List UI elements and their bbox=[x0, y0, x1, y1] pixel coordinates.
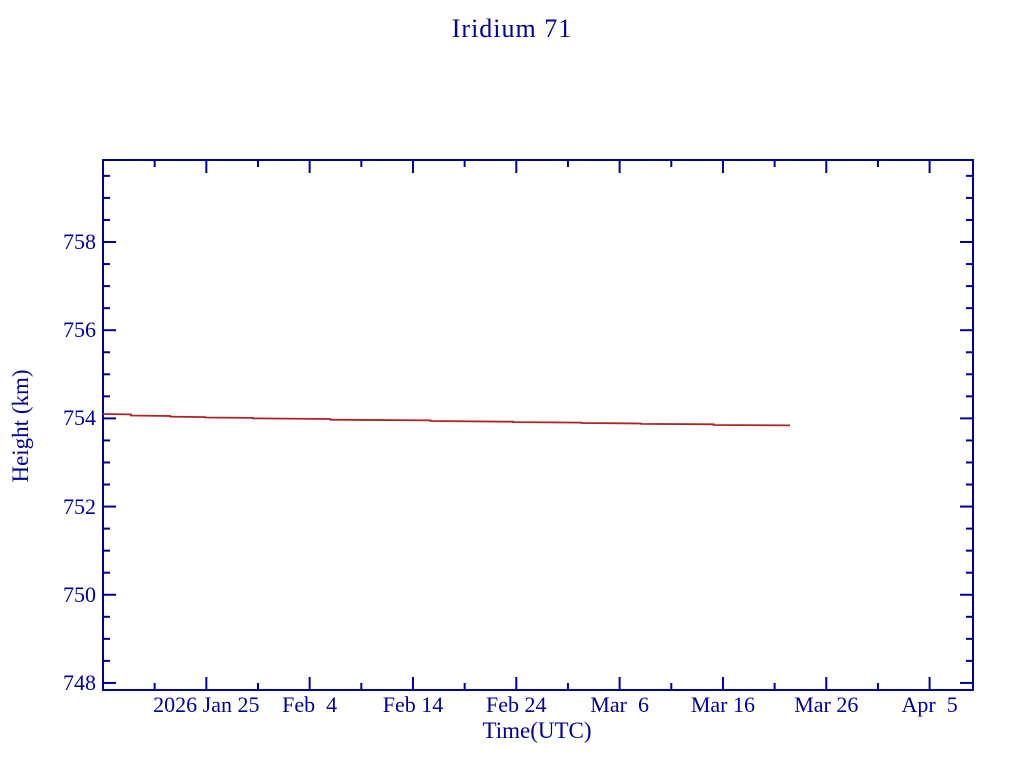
y-tick-label: 750 bbox=[63, 581, 96, 607]
y-tick-label: 748 bbox=[63, 669, 96, 695]
x-axis-label: Time(UTC) bbox=[482, 718, 592, 743]
y-tick-label: 754 bbox=[63, 405, 96, 431]
x-tick-label: Feb 4 bbox=[282, 692, 338, 717]
x-tick-label: Mar 6 bbox=[590, 692, 649, 717]
plot-border bbox=[102, 159, 974, 691]
x-tick-label: Feb 14 bbox=[382, 692, 444, 717]
y-tick-label: 758 bbox=[63, 229, 96, 254]
x-tick-label: Feb 24 bbox=[486, 692, 547, 717]
height-km-line bbox=[102, 413, 791, 427]
x-tick-label: 2026 Jan 25 bbox=[153, 692, 260, 717]
chart-title: Iridium 71 bbox=[451, 14, 573, 43]
y-tick-label: 756 bbox=[63, 317, 96, 343]
x-tick-label: Mar 16 bbox=[690, 692, 756, 717]
x-tick-label: Apr 5 bbox=[901, 692, 958, 717]
y-tick-label: 752 bbox=[63, 493, 96, 519]
x-tick-label: Mar 26 bbox=[794, 692, 859, 717]
